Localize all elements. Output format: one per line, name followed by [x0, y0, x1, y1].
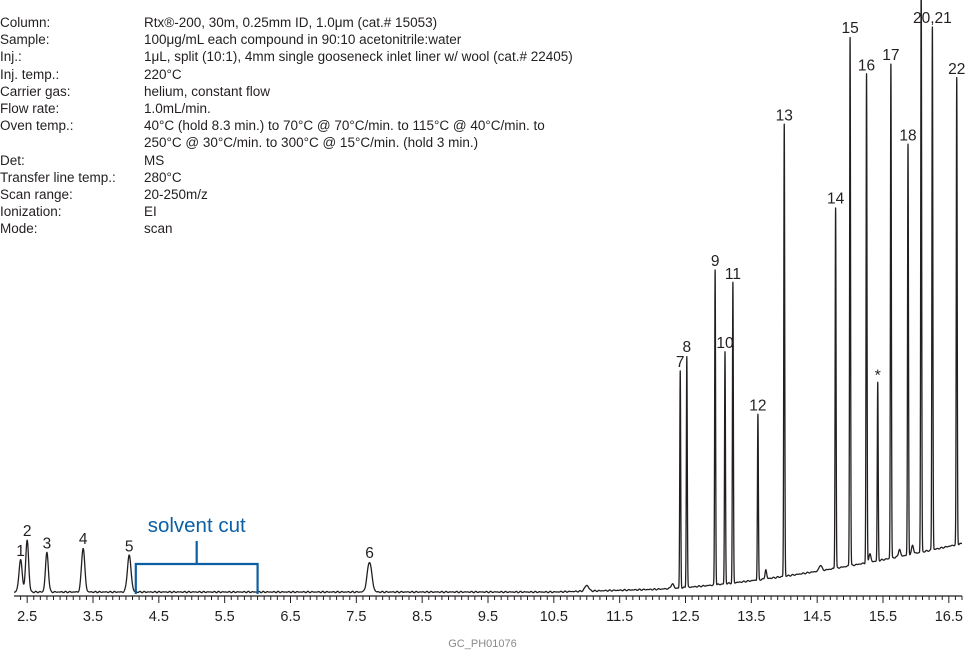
- peak-label: 16: [858, 57, 875, 74]
- x-tick-label: 9.5: [478, 609, 498, 625]
- condition-row: Transfer line temp.: 280°C: [0, 169, 573, 186]
- condition-row: Oven temp.: 40°C (hold 8.3 min.) to 70°C …: [0, 117, 573, 151]
- condition-label: Ionization:: [0, 204, 62, 220]
- peak-label: 22: [948, 61, 965, 78]
- x-tick-label: 11.5: [606, 609, 633, 625]
- condition-row: Mode: scan: [0, 220, 573, 237]
- condition-value: Rtx®-200, 30m, 0.25mm ID, 1.0μm (cat.# 1…: [144, 15, 438, 30]
- condition-value: 40°C (hold 8.3 min.) to 70°C @ 70°C/min.…: [144, 118, 545, 151]
- peak-label: 3: [43, 536, 52, 553]
- condition-label: Flow rate:: [0, 101, 60, 117]
- condition-label: Oven temp.:: [0, 118, 74, 134]
- peak-label: 4: [79, 531, 88, 548]
- x-tick-label: 2.5: [17, 609, 37, 625]
- peak-label: 9: [711, 253, 720, 270]
- chromatogram-trace: [13, 0, 963, 594]
- x-tick-label: 4.5: [149, 609, 169, 625]
- x-tick-label: 6.5: [280, 609, 300, 625]
- x-tick-label: 13.5: [737, 609, 765, 625]
- x-tick-label: 15.5: [869, 609, 897, 625]
- condition-label: Det:: [0, 152, 25, 168]
- condition-row: Carrier gas: helium, constant flow: [0, 83, 573, 100]
- peak-label: 13: [776, 107, 793, 124]
- peak-label: 20,21: [913, 10, 952, 27]
- peak-label: 12: [749, 398, 766, 415]
- peak-label: 11: [725, 266, 741, 283]
- x-tick-label: 8.5: [412, 609, 432, 625]
- condition-value: 1μL, split (10:1), 4mm single gooseneck …: [144, 49, 573, 65]
- condition-row: Sample: 100μg/mL each compound in 90:10 a…: [0, 31, 573, 48]
- condition-label: Sample:: [0, 32, 50, 48]
- condition-value: scan: [144, 221, 173, 237]
- peak-label: 14: [827, 191, 845, 208]
- condition-label: Transfer line temp.:: [0, 169, 116, 185]
- condition-label: Mode:: [0, 221, 38, 237]
- condition-value: EI: [144, 204, 157, 220]
- method-conditions: Column: Rtx®-200, 30m, 0.25mm ID, 1.0μm (…: [0, 14, 573, 238]
- condition-value: 100μg/mL each compound in 90:10 acetonit…: [144, 32, 462, 48]
- solvent-cut-bracket: [134, 541, 259, 594]
- peak-label: 2: [23, 523, 32, 540]
- condition-row: Flow rate: 1.0mL/min.: [0, 100, 573, 117]
- x-tick-label: 16.5: [935, 609, 963, 625]
- condition-row: Inj. temp.: 220°C: [0, 66, 573, 83]
- solvent-cut-label: solvent cut: [148, 514, 246, 537]
- peak-label: 6: [365, 545, 374, 562]
- condition-value: 220°C: [144, 66, 182, 82]
- condition-row: Scan range: 20-250m/z: [0, 186, 573, 203]
- condition-row: Det: MS: [0, 152, 573, 169]
- x-tick-label: 5.5: [215, 609, 235, 625]
- x-tick-label: 12.5: [671, 609, 699, 625]
- condition-row: Inj.: 1μL, split (10:1), 4mm single goose…: [0, 48, 573, 65]
- condition-value: 280°C: [144, 169, 182, 185]
- condition-value: helium, constant flow: [144, 83, 271, 99]
- condition-value: 20-250m/z: [144, 187, 208, 203]
- peak-label: 18: [899, 127, 916, 144]
- x-tick-label: 14.5: [803, 609, 831, 625]
- condition-row: Column: Rtx®-200, 30m, 0.25mm ID, 1.0μm (…: [0, 14, 573, 31]
- condition-row: Ionization: EI: [0, 203, 573, 220]
- condition-label: Carrier gas:: [0, 83, 71, 99]
- peak-label: *: [875, 368, 881, 385]
- peak-label: 15: [841, 20, 858, 37]
- peak-label: 1: [16, 543, 25, 560]
- condition-label: Inj.:: [0, 49, 22, 65]
- peak-label: 5: [125, 539, 134, 556]
- peak-label: 17: [882, 47, 899, 64]
- condition-value: MS: [144, 152, 165, 168]
- chart-code: GC_PH01076: [448, 638, 517, 650]
- condition-label: Column:: [0, 15, 51, 30]
- peak-label: 7: [676, 354, 685, 371]
- condition-label: Inj. temp.:: [0, 66, 60, 82]
- x-tick-label: 10.5: [540, 609, 568, 625]
- condition-label: Scan range:: [0, 187, 73, 203]
- x-tick-label: 3.5: [83, 609, 103, 625]
- peak-label: 10: [716, 335, 734, 352]
- x-tick-label: 7.5: [346, 609, 366, 625]
- peak-label: 8: [683, 339, 692, 356]
- condition-value: 1.0mL/min.: [144, 101, 211, 117]
